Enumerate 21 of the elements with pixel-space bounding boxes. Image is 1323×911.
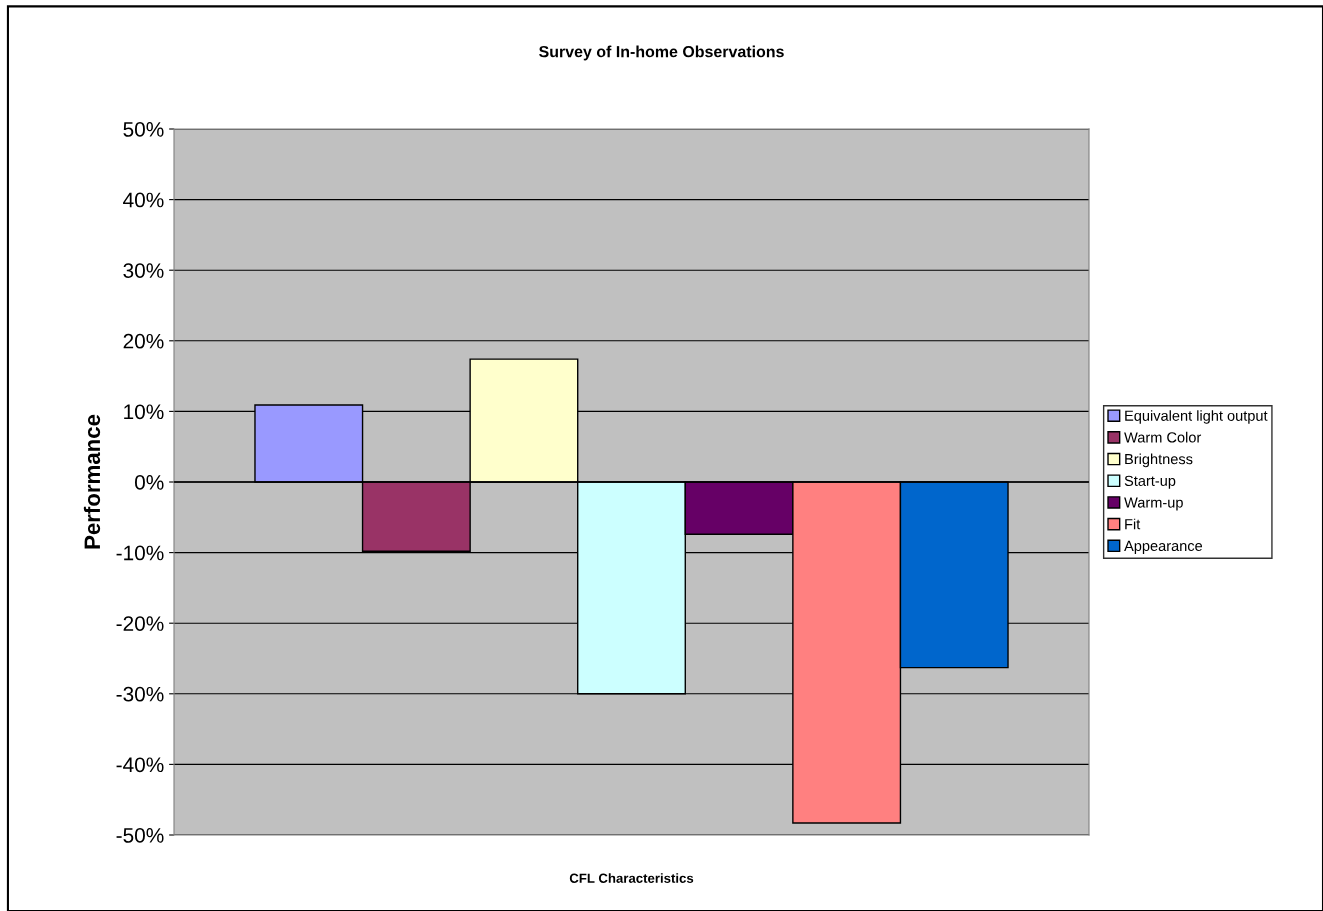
y-tick-label: -10% <box>116 545 164 561</box>
chart-title: Survey of In-home Observations <box>539 45 784 61</box>
y-tick-label: 40% <box>123 192 164 208</box>
y-tick-label: 50% <box>123 122 164 137</box>
y-tick-label: 10% <box>124 404 164 420</box>
legend-label: Appearance <box>1124 540 1203 554</box>
y-tick-label: 0% <box>134 475 164 490</box>
legend-label: Warm-up <box>1124 497 1183 511</box>
y-tick-label: -30% <box>116 686 164 702</box>
legend-label: Fit <box>1125 518 1141 530</box>
y-tick-label: -40% <box>116 757 164 773</box>
legend-label: Warm Color <box>1124 431 1202 443</box>
y-tick-label: -50% <box>116 828 164 843</box>
y-tick-label: -20% <box>116 616 164 631</box>
y-tick-label: 20% <box>123 333 164 349</box>
y-axis-title: Performance <box>83 414 101 549</box>
legend-label: Start-up <box>1124 475 1176 489</box>
x-axis-title: CFL Characteristics <box>569 873 694 883</box>
legend-label: Brightness <box>1125 453 1193 468</box>
y-tick-label: 30% <box>123 263 164 278</box>
legend-label: Equivalent light output <box>1125 410 1268 424</box>
